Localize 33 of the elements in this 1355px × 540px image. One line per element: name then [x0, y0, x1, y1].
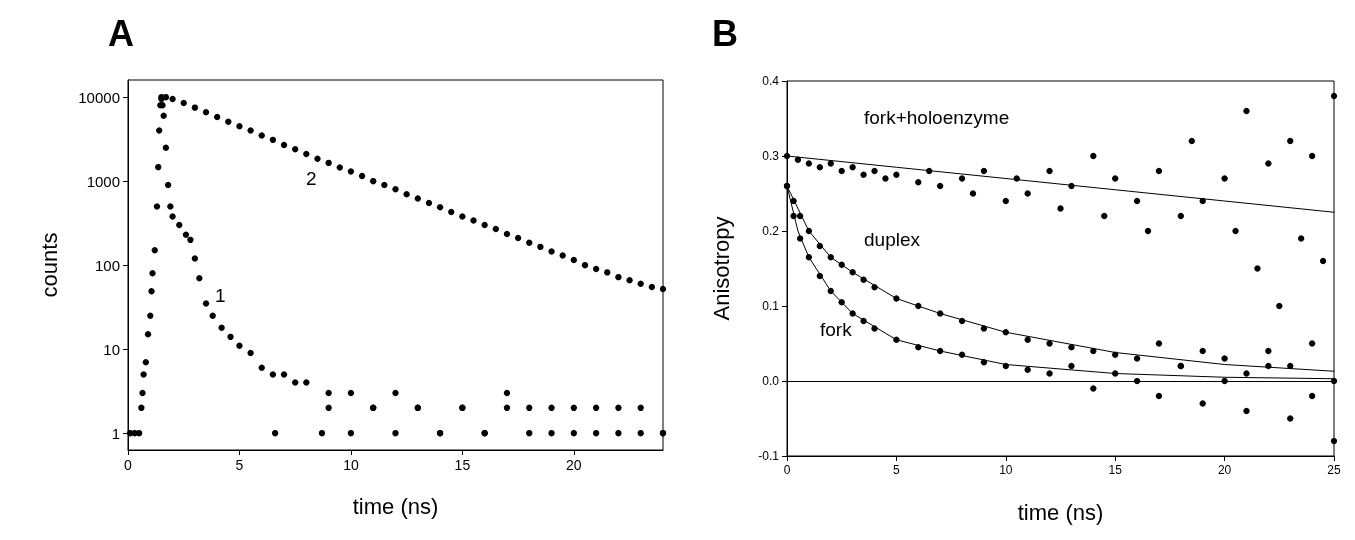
x-tick-label: 15 — [1108, 463, 1123, 477]
x-axis-title: time (ns) — [1017, 499, 1104, 525]
y-tick-label: 10 — [103, 340, 120, 358]
y-tick-label: 10000 — [78, 88, 120, 106]
x-tick-label: 5 — [235, 457, 244, 473]
y-tick-label: 100 — [94, 256, 120, 274]
y-tick-label: 0.1 — [762, 299, 780, 313]
x-tick-label: 15 — [454, 457, 471, 473]
x-tick-label: 20 — [1217, 463, 1232, 477]
chart-title: A — [108, 12, 134, 54]
y-tick-label: 0.3 — [762, 149, 780, 163]
x-tick-label: 10 — [999, 463, 1013, 477]
y-tick-label: 0.4 — [762, 74, 780, 88]
y-axis-title: Anisotropy — [708, 216, 734, 321]
x-tick-label: 25 — [1327, 463, 1341, 477]
x-tick-label: 0 — [783, 463, 791, 477]
annotation: fork — [820, 319, 853, 340]
chart-title: B — [712, 12, 738, 54]
y-tick-label: 1000 — [86, 172, 120, 190]
x-tick-label: 0 — [124, 457, 133, 473]
y-axis-title: counts — [36, 232, 62, 298]
annotation: fork+holoenzyme — [864, 107, 1010, 128]
x-axis-title: time (ns) — [352, 493, 439, 519]
y-tick-label: -0.1 — [758, 449, 780, 463]
y-tick-label: 1 — [111, 424, 120, 442]
y-tick-label: 0.0 — [762, 374, 780, 388]
annotation: duplex — [864, 229, 921, 250]
annotation: 1 — [215, 285, 226, 306]
x-tick-label: 5 — [893, 463, 901, 477]
annotation: 2 — [306, 168, 317, 189]
x-tick-label: 10 — [343, 457, 359, 473]
y-tick-label: 0.2 — [762, 224, 780, 238]
x-tick-label: 20 — [566, 457, 582, 473]
